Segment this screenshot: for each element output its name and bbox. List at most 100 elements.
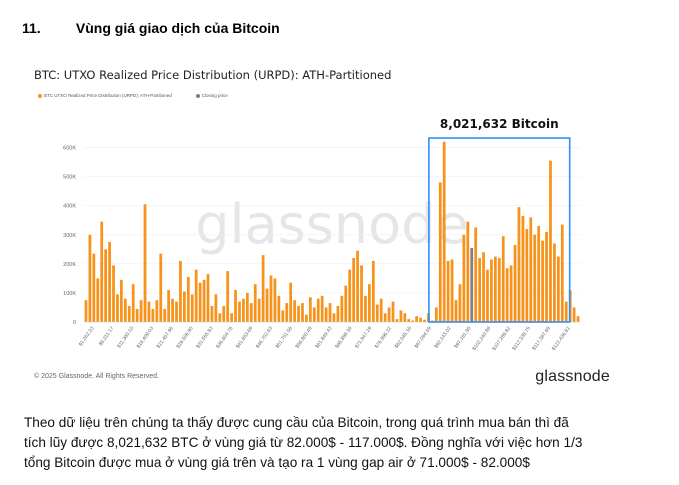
urpd-bar (253, 284, 257, 322)
urpd-bar (474, 227, 478, 322)
legend-label-urpd: BTC UTXO Realized Price Distribution (UR… (44, 93, 172, 98)
urpd-bar (423, 319, 426, 322)
y-tick-label: 500K (63, 175, 76, 181)
urpd-bar (218, 313, 222, 322)
urpd-bar (509, 265, 513, 322)
y-tick-label: 0 (73, 320, 76, 326)
urpd-bar (371, 260, 375, 322)
urpd-bar (320, 295, 324, 322)
urpd-bar (194, 269, 198, 322)
urpd-bar (179, 260, 182, 322)
x-tick-label: $107,289.82 (491, 326, 512, 352)
closing-price-bar (470, 247, 474, 322)
urpd-bar (305, 314, 308, 322)
urpd-bar (493, 256, 497, 322)
urpd-bar (497, 258, 501, 322)
urpd-bar (171, 298, 174, 322)
urpd-bar (533, 234, 537, 322)
urpd-bar (190, 294, 194, 322)
urpd-bar (340, 295, 344, 322)
urpd-bar (202, 279, 206, 322)
urpd-bar (560, 224, 564, 322)
y-tick-label: 100K (63, 291, 76, 297)
chart-card: BTC: UTXO Realized Price Distribution (U… (22, 58, 630, 393)
urpd-bar (379, 298, 383, 322)
watermark-text: glassnode (195, 193, 468, 256)
highlight-label: 8,021,632 Bitcoin (440, 117, 559, 131)
x-tick-label: $87,094.09 (414, 326, 433, 350)
urpd-bar (159, 253, 163, 322)
x-tick-label: $56,800.49 (295, 326, 314, 350)
urpd-bar (316, 298, 320, 322)
urpd-bar (285, 303, 289, 322)
urpd-bar (143, 204, 147, 322)
urpd-bar (226, 271, 230, 322)
urpd-bar (301, 303, 304, 322)
urpd-bar (112, 265, 115, 322)
urpd-bar (297, 306, 300, 322)
urpd-bar (399, 310, 403, 322)
urpd-bar (407, 319, 411, 322)
x-tick-label: $21,457.96 (156, 326, 175, 350)
urpd-bar (139, 300, 143, 322)
urpd-bar (375, 304, 379, 322)
section-heading: 11. Vùng giá giao dịch của Bitcoin (22, 20, 280, 36)
urpd-bar (293, 300, 296, 322)
urpd-bar (175, 301, 178, 322)
urpd-bar (391, 301, 395, 322)
y-tick-label: 300K (63, 233, 76, 239)
urpd-bar (84, 300, 88, 322)
urpd-bar (462, 234, 466, 322)
urpd-bar (446, 260, 450, 322)
urpd-bar (450, 259, 454, 322)
urpd-bar (273, 278, 277, 322)
urpd-bar (230, 313, 233, 322)
urpd-bar (245, 292, 249, 322)
urpd-bar (501, 236, 505, 322)
y-tick-label: 200K (63, 262, 76, 268)
x-tick-label: $6,311.17 (98, 326, 116, 348)
urpd-bar (92, 253, 96, 322)
urpd-bar (553, 243, 556, 322)
urpd-bar (261, 255, 265, 322)
urpd-bar (131, 284, 135, 322)
urpd-bar (242, 298, 245, 322)
urpd-bar (332, 313, 336, 322)
urpd-bar (415, 316, 419, 322)
urpd-bar (545, 231, 548, 322)
urpd-bar (135, 308, 139, 322)
urpd-bar (368, 284, 371, 322)
urpd-bar (395, 319, 399, 322)
urpd-bar (438, 182, 442, 322)
urpd-bar (88, 234, 92, 322)
chart-title: BTC: UTXO Realized Price Distribution (U… (34, 68, 392, 82)
x-tick-label: $92,143.02 (433, 326, 452, 350)
urpd-bar (434, 307, 438, 322)
urpd-bar (222, 306, 226, 322)
copyright-note: © 2025 Glassnode. All Rights Reserved. (34, 373, 160, 380)
x-tick-label: $46,702.63 (255, 326, 274, 350)
highlight-box (428, 137, 571, 323)
x-tick-label: $36,604.76 (215, 326, 234, 350)
urpd-bar (482, 252, 485, 322)
urpd-bar (344, 285, 348, 322)
x-tick-label: $11,360.10 (116, 326, 135, 350)
body-paragraph: Theo dữ liệu trên chúng ta thấy được cun… (24, 413, 664, 473)
urpd-bar (529, 217, 533, 322)
urpd-bar (564, 301, 568, 322)
body-line: tổng Bitcoin được mua ở vùng giá trên và… (24, 455, 530, 470)
section-title: Vùng giá giao dịch của Bitcoin (75, 20, 280, 36)
urpd-bar (513, 244, 517, 322)
urpd-bar (127, 306, 131, 322)
urpd-bar (328, 303, 332, 322)
x-tick-label: $102,240.89 (471, 326, 492, 352)
urpd-bar (257, 298, 261, 322)
urpd-bar (541, 240, 544, 322)
urpd-bar (206, 274, 210, 322)
urpd-bar (348, 269, 352, 322)
urpd-bar (356, 250, 359, 322)
urpd-bar (151, 308, 155, 322)
x-tick-label: $82,045.16 (394, 326, 413, 350)
urpd-bar (123, 298, 127, 322)
chart-legend: BTC UTXO Realized Price Distribution (UR… (38, 93, 252, 98)
